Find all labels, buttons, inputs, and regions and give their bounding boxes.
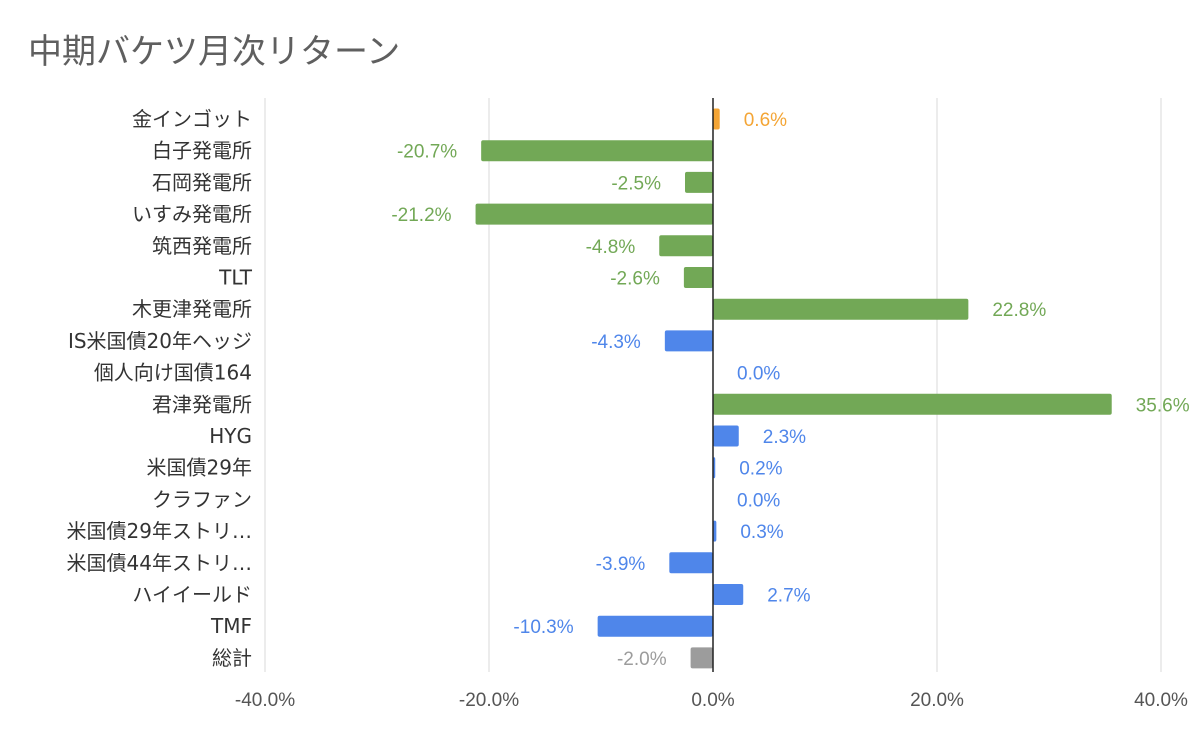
data-label: -20.7% [397, 142, 457, 163]
category-label: 白子発電所 [152, 139, 252, 163]
category-label: 筑西発電所 [152, 234, 252, 258]
category-label: 米国債29年ストリ… [67, 519, 252, 543]
data-label: -4.3% [591, 332, 641, 353]
bar [713, 584, 744, 605]
x-tick-label: 40.0% [1134, 690, 1188, 711]
category-label: 木更津発電所 [132, 297, 252, 321]
bar [713, 298, 969, 320]
category-label: IS米国債20年ヘッジ [68, 329, 252, 353]
data-label: -4.8% [586, 237, 636, 258]
bar [664, 330, 713, 352]
bar [713, 520, 717, 542]
data-label: 2.3% [763, 427, 806, 448]
gridlines [264, 98, 1162, 672]
data-label: -2.6% [610, 269, 660, 290]
category-label: クラファン [152, 487, 252, 511]
category-label: ハイイールド [132, 583, 252, 607]
category-label: 個人向け国債164 [94, 361, 252, 385]
bar [690, 647, 713, 669]
bar [597, 615, 713, 637]
bar [713, 108, 720, 130]
category-label: 金インゴット [132, 107, 252, 131]
x-tick-label: 0.0% [691, 690, 734, 711]
bars [475, 108, 1112, 669]
bar [683, 267, 713, 288]
data-label: -2.0% [617, 649, 667, 670]
data-label: 0.2% [739, 459, 782, 480]
bar [713, 393, 1112, 415]
bar [481, 140, 713, 162]
data-labels: 0.6% -20.7% -2.5% -21.2% -4.8% -2.6% 22.8% -4.3… [391, 110, 1189, 670]
category-label: TLT [218, 266, 253, 290]
category-label: HYG [209, 424, 252, 448]
category-label: 米国債44年ストリ… [67, 551, 252, 575]
x-tick-label: -40.0% [235, 690, 295, 711]
bar [659, 235, 713, 257]
bar [669, 552, 713, 574]
x-tick-label: 20.0% [910, 690, 964, 711]
data-label: 0.6% [744, 110, 787, 131]
chart-title: 中期バケツ月次リターン [28, 32, 401, 72]
data-label: -3.9% [596, 554, 646, 575]
x-tick-labels: -40.0% -20.0% 0.0% 20.0% 40.0% [235, 690, 1188, 711]
bar [685, 171, 713, 193]
category-label: 総計 [212, 646, 252, 670]
category-label: 石岡発電所 [152, 170, 252, 194]
data-label: -2.5% [611, 173, 661, 194]
data-label: -21.2% [391, 205, 451, 226]
category-label: 君津発電所 [152, 392, 252, 416]
category-label: 米国債29年 [147, 456, 252, 480]
data-label: 0.3% [740, 522, 783, 543]
category-label: TMF [210, 614, 252, 638]
x-tick-label: -20.0% [459, 690, 519, 711]
data-label: 0.0% [737, 490, 780, 511]
data-label: 22.8% [992, 300, 1046, 321]
bar [475, 203, 713, 225]
data-label: 35.6% [1136, 395, 1190, 416]
data-label: 0.0% [737, 364, 780, 385]
data-label: -10.3% [513, 617, 573, 638]
data-label: 2.7% [767, 586, 810, 607]
bar [713, 425, 739, 447]
category-label: いすみ発電所 [132, 202, 252, 226]
